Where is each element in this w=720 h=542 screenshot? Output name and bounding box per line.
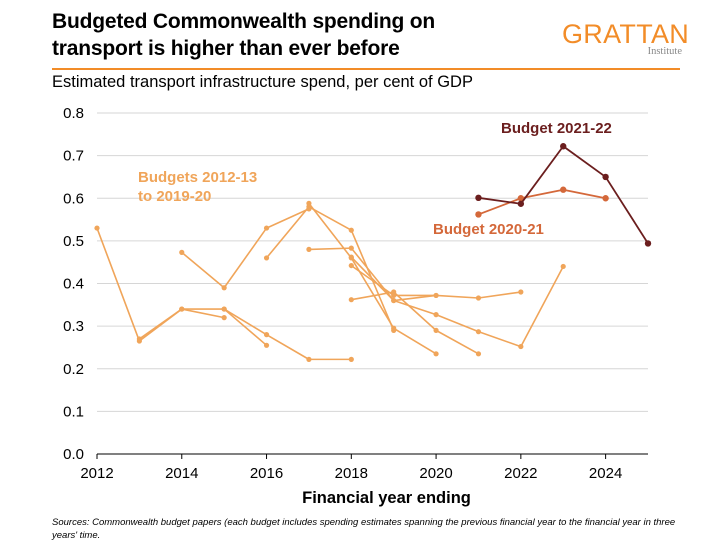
- data-point: [348, 356, 354, 362]
- chart-subtitle: Estimated transport infrastructure spend…: [52, 73, 473, 91]
- data-point: [263, 255, 270, 261]
- grattan-logo: GRATTAN Institute: [562, 19, 690, 57]
- data-point: [179, 306, 185, 312]
- data-point: [391, 325, 397, 331]
- x-axis-title: Financial year ending: [302, 489, 471, 507]
- chart-title: Budgeted Commonwealth spending on transp…: [52, 10, 436, 60]
- data-point: [348, 262, 354, 269]
- series-line: [223, 308, 352, 361]
- series-line: [478, 188, 606, 216]
- y-tick-label: 0.2: [63, 361, 84, 378]
- data-point: [221, 315, 227, 321]
- data-point: [433, 312, 439, 318]
- data-point: [263, 342, 270, 348]
- y-tick-label: 0.4: [63, 276, 84, 293]
- y-tick-label: 0.8: [63, 105, 84, 122]
- x-tick-label: 2012: [80, 465, 113, 482]
- data-point: [560, 143, 567, 150]
- data-point: [348, 227, 354, 233]
- series-line: [351, 291, 479, 355]
- y-tick-label: 0.6: [63, 190, 84, 207]
- series-line: [350, 256, 564, 348]
- gridlines: [97, 112, 648, 412]
- logo-subtext: Institute: [647, 46, 682, 57]
- x-tick-label: 2014: [165, 465, 198, 482]
- data-point: [475, 329, 482, 335]
- series-annotation: Budget 2021-22: [501, 120, 612, 137]
- data-point: [518, 289, 524, 295]
- series-line: [265, 205, 395, 331]
- series-line: [96, 227, 225, 342]
- y-tick-label: 0.3: [63, 318, 84, 335]
- data-point: [263, 225, 270, 231]
- data-point: [475, 351, 482, 357]
- data-point: [602, 195, 609, 202]
- x-tick-label: 2022: [504, 465, 537, 482]
- data-point: [391, 292, 397, 299]
- data-point: [348, 255, 354, 261]
- data-point: [263, 332, 270, 338]
- data-point: [517, 200, 525, 207]
- data-point: [221, 306, 227, 312]
- data-point: [136, 336, 142, 342]
- y-tick-label: 0.0: [63, 446, 84, 463]
- data-point: [518, 343, 524, 350]
- data-point: [179, 249, 185, 255]
- series-line: [138, 308, 268, 346]
- logo-wordmark: GRATTAN: [562, 19, 690, 49]
- data-point: [348, 297, 354, 303]
- data-point: [560, 186, 567, 193]
- x-tick-label: 2018: [335, 465, 368, 482]
- data-point: [475, 211, 482, 218]
- data-point: [306, 200, 312, 206]
- data-point: [517, 195, 525, 202]
- data-point: [433, 351, 439, 357]
- series-lines: [94, 143, 652, 362]
- axes: 0.0 0.1 0.2 0.3 0.4 0.5 0.6 0.7 0.8 2012 2014 2016 2…: [63, 105, 648, 507]
- y-tick-label: 0.1: [63, 403, 84, 420]
- series-annotation: to 2019-20: [138, 188, 211, 205]
- data-point: [602, 173, 609, 181]
- data-point: [433, 292, 439, 299]
- y-tick-label: 0.7: [63, 148, 84, 165]
- data-point: [475, 295, 482, 301]
- source-note: Sources: Commonwealth budget papers (eac…: [52, 517, 676, 541]
- series-annotation: Budget 2020-21: [433, 221, 544, 238]
- data-point: [306, 356, 312, 362]
- series-annotation: Budgets 2012-13: [138, 169, 257, 186]
- x-tick-label: 2016: [250, 465, 283, 482]
- data-point: [306, 246, 312, 252]
- x-tick-label: 2024: [589, 465, 622, 482]
- y-tick-label: 0.5: [63, 233, 84, 250]
- x-tick-label: 2020: [419, 465, 452, 482]
- data-point: [391, 297, 397, 304]
- data-point: [348, 245, 354, 251]
- data-point: [94, 225, 100, 231]
- series-line: [308, 202, 437, 355]
- series-line: [181, 208, 310, 289]
- data-point: [644, 240, 652, 247]
- data-point: [433, 327, 439, 333]
- title-divider: [52, 68, 680, 70]
- data-point: [560, 263, 566, 270]
- annotations: Budget 2021-22 Budget 2020-21 Budgets 2012…: [138, 120, 612, 238]
- data-point: [475, 194, 482, 202]
- series-line: [308, 247, 437, 302]
- data-point: [221, 285, 227, 291]
